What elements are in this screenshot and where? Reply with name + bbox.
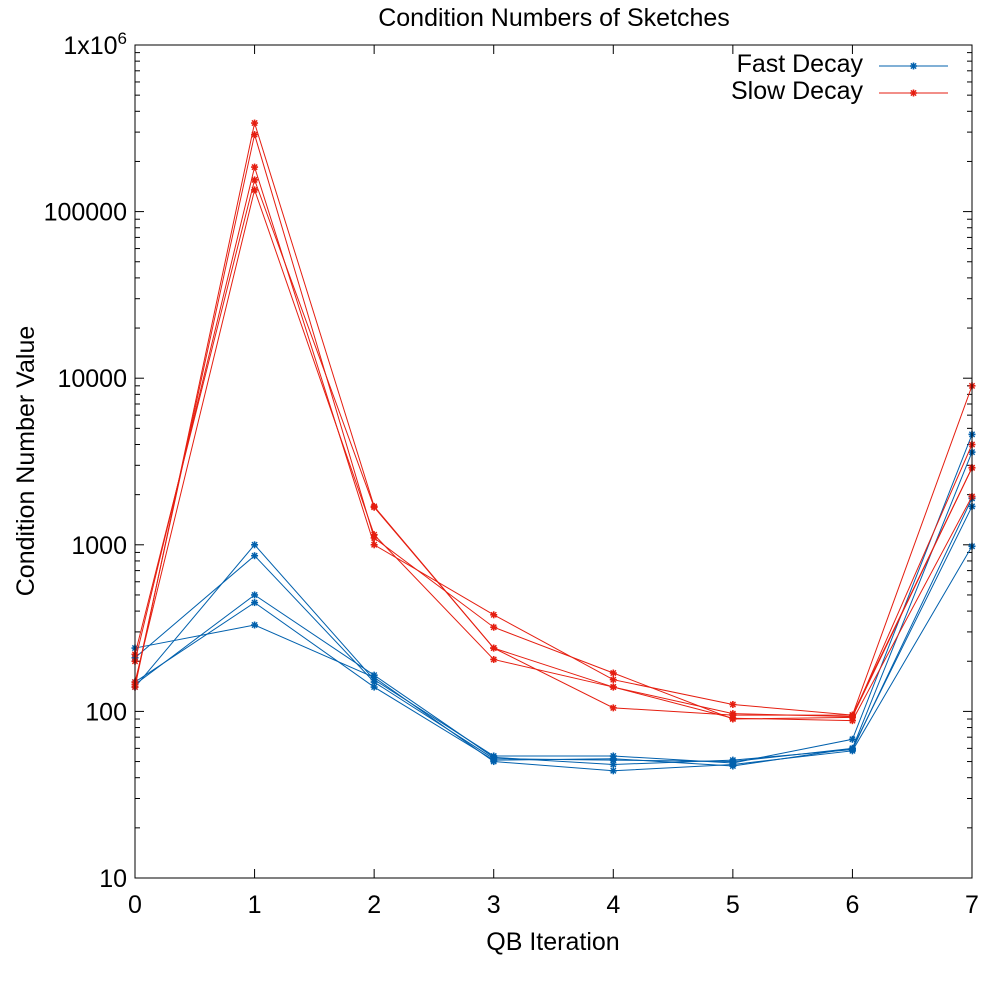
slow-decay-data-point (490, 644, 498, 652)
x-tick-label: 7 (965, 891, 979, 919)
slow-decay-data-point (609, 676, 617, 684)
slow-decay-data-point (609, 704, 617, 712)
tick-labels: 0 1 2 3 4 5 6 7 10 100 1000 10000 100000 1x106 (44, 29, 979, 919)
slow-decay-data-point (251, 176, 259, 184)
slow-decay-data-point (609, 683, 617, 691)
slow-decay-data-point (251, 119, 259, 127)
fast-decay-data-point (848, 735, 856, 743)
fast-decay-series-line (134, 546, 973, 772)
y-tick-label: 1000 (71, 532, 127, 560)
x-axis-label: QB Iteration (486, 928, 619, 956)
slow-decay-series-line (134, 121, 973, 716)
legend-marker-fast-decay (910, 62, 917, 70)
y-tick-label: 1x106 (63, 29, 127, 60)
fast-decay-data-point (370, 683, 378, 691)
fast-decay-data-point (490, 758, 498, 766)
x-tick-label: 4 (606, 891, 620, 919)
y-tick-label: 100 (85, 698, 127, 726)
fast-decay-data-point (729, 761, 737, 769)
slow-decay-series-line (134, 178, 973, 722)
slow-decay-data-point (848, 713, 856, 721)
fast-decay-series-line (134, 498, 973, 766)
slow-decay-data-point (251, 163, 259, 171)
slow-decay-data-point (370, 531, 378, 539)
fast-decay-data-point (251, 591, 259, 599)
x-tick-label: 0 (128, 891, 142, 919)
slow-decay-data-point (490, 655, 498, 663)
plot-series (131, 119, 976, 775)
fast-decay-data-point (251, 541, 259, 549)
slow-decay-data-point (490, 623, 498, 631)
plot-frame (134, 44, 973, 879)
slow-decay-data-point (490, 611, 498, 619)
y-axis-label: Condition Number Value (12, 326, 40, 597)
slow-decay-data-point (251, 186, 259, 194)
slow-decay-series-line (134, 188, 973, 718)
slow-decay-data-point (609, 669, 617, 677)
fast-decay-data-point (848, 747, 856, 755)
x-tick-label: 1 (248, 891, 262, 919)
x-tick-label: 3 (487, 891, 501, 919)
fast-decay-data-point (370, 673, 378, 681)
y-tick-label: 100000 (44, 199, 127, 227)
chart-title: Condition Numbers of Sketches (378, 4, 730, 32)
fast-decay-series-line (134, 506, 973, 767)
x-tick-label: 2 (367, 891, 381, 919)
slow-decay-data-point (729, 710, 737, 718)
slow-decay-series-line (134, 165, 973, 716)
y-tick-label: 10000 (57, 365, 127, 393)
y-tick-label: 10 (99, 865, 127, 893)
fast-decay-data-point (251, 552, 259, 560)
slow-decay-data-point (370, 503, 378, 511)
fast-decay-data-point (251, 599, 259, 607)
slow-decay-series-line (134, 134, 973, 720)
x-tick-label: 5 (726, 891, 740, 919)
fast-decay-data-point (609, 755, 617, 763)
legend-marker-slow-decay (910, 89, 917, 97)
slow-decay-data-point (251, 131, 259, 139)
slow-decay-data-point (729, 714, 737, 722)
axis-ticks (134, 44, 973, 879)
fast-decay-data-point (251, 621, 259, 629)
fast-decay-series-line (134, 434, 973, 764)
legend-label-slow-decay: Slow Decay (731, 77, 863, 105)
slow-decay-data-point (729, 701, 737, 709)
legend-label-fast-decay: Fast Decay (737, 50, 864, 78)
x-tick-label: 6 (845, 891, 859, 919)
slow-decay-data-point (370, 541, 378, 549)
fast-decay-data-point (609, 767, 617, 775)
